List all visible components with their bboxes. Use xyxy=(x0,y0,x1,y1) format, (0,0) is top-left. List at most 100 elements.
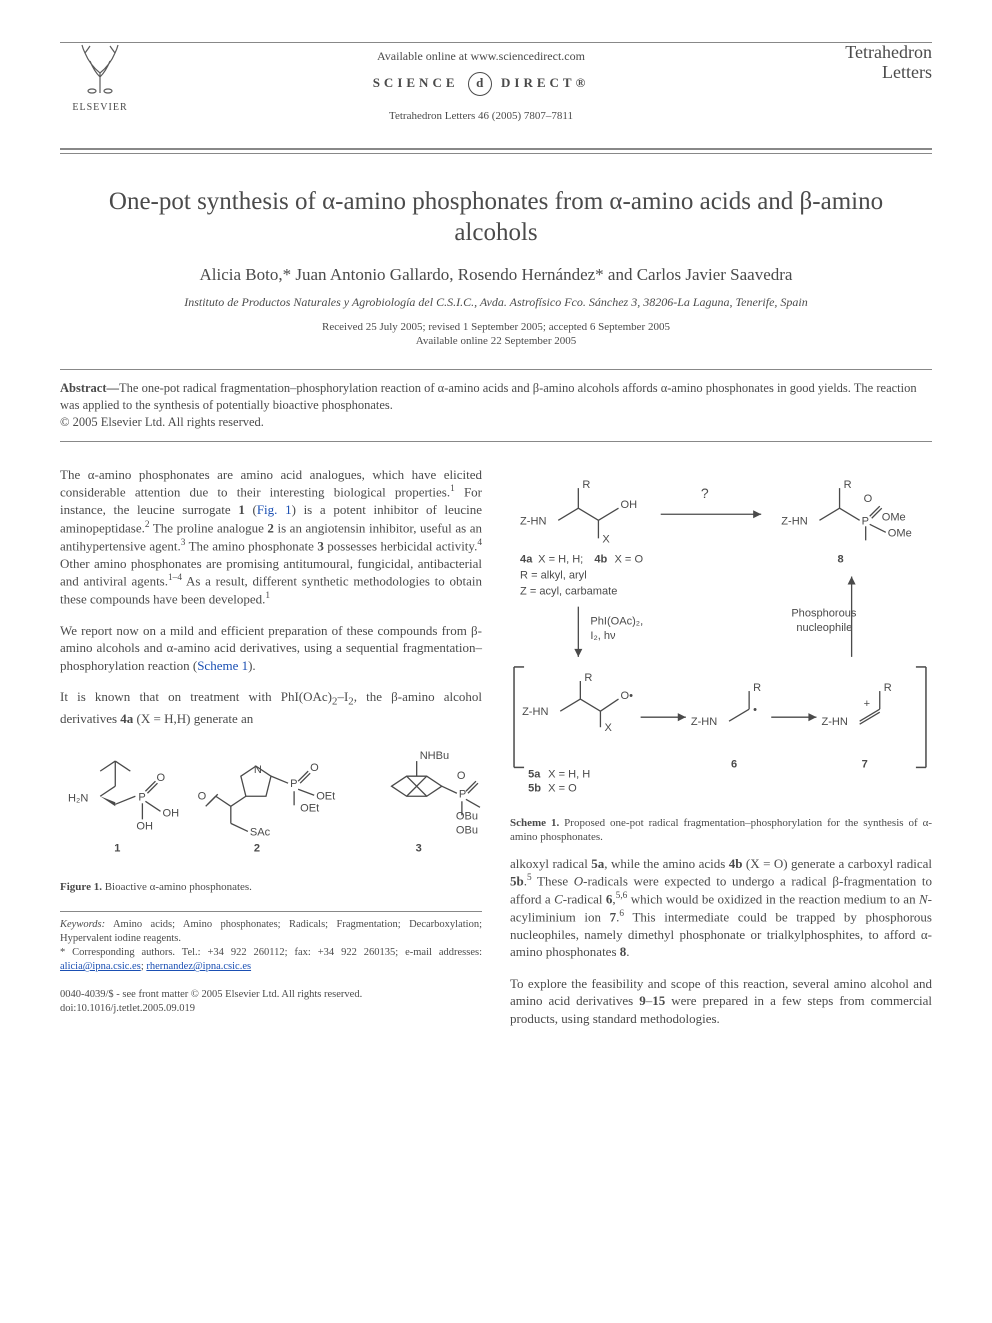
email2[interactable]: rhernandez@ipna.csic.es xyxy=(146,961,251,972)
svg-text:6: 6 xyxy=(731,758,737,770)
svg-text:SAc: SAc xyxy=(250,827,271,839)
svg-text:3: 3 xyxy=(416,843,422,855)
svg-text:+: + xyxy=(864,698,870,710)
svg-text:O: O xyxy=(310,762,319,774)
jt2: Letters xyxy=(882,62,932,82)
svg-text:•: • xyxy=(753,704,757,716)
svg-text:R = alkyl, aryl: R = alkyl, aryl xyxy=(520,569,587,581)
svg-text:R: R xyxy=(584,672,592,684)
body-right-p2: To explore the feasibility and scope of … xyxy=(510,975,932,1028)
svg-text:O: O xyxy=(864,493,873,505)
sciencedirect-logo: SCIENCE d DIRECT® xyxy=(140,72,822,96)
svg-text:O: O xyxy=(457,770,466,782)
svg-text:X: X xyxy=(604,722,612,734)
dates-line2: Available online 22 September 2005 xyxy=(416,335,576,347)
scheme-1: Z-HN R OH X 4a X = H, H; 4b X = O R = alky… xyxy=(510,466,932,845)
fig1-cap-label: Figure 1. xyxy=(60,881,102,893)
body-right-p1: alkoxyl radical 5a, while the amino acid… xyxy=(510,855,932,961)
affiliation: Instituto de Productos Naturales y Agrob… xyxy=(60,295,932,310)
publisher-logo: ELSEVIER xyxy=(60,43,140,113)
page: ELSEVIER Available online at www.science… xyxy=(0,0,992,1071)
svg-text:4a: 4a xyxy=(520,553,533,565)
svg-text:P: P xyxy=(290,778,297,790)
scheme1-link[interactable]: Scheme 1 xyxy=(197,658,248,673)
article-title: One-pot synthesis of α-amino phosphonate… xyxy=(100,186,892,249)
figure-1-caption: Figure 1. Bioactive α-amino phosphonates… xyxy=(60,880,482,894)
svg-text:OEt: OEt xyxy=(300,803,319,815)
rule-double xyxy=(60,148,932,150)
cf2: doi:10.1016/j.tetlet.2005.09.019 xyxy=(60,1003,195,1014)
svg-text:P: P xyxy=(459,788,466,800)
svg-text:4b: 4b xyxy=(594,553,607,565)
header: ELSEVIER Available online at www.science… xyxy=(60,43,932,122)
figure-1-svg: H₂N P O OH OH 1 N xyxy=(60,741,482,872)
svg-text:8: 8 xyxy=(838,553,844,565)
sd-at-icon: d xyxy=(468,72,492,96)
svg-text:OH: OH xyxy=(162,808,179,820)
sch1-cap-label: Scheme 1. xyxy=(510,817,559,829)
rule-below xyxy=(60,153,932,154)
svg-text:OMe: OMe xyxy=(888,527,912,539)
svg-text:O•: O• xyxy=(621,690,634,702)
svg-text:R: R xyxy=(582,479,590,491)
svg-text:O: O xyxy=(198,790,207,802)
sch1-cap-text: Proposed one-pot radical fragmentation–p… xyxy=(510,817,932,843)
svg-text:R: R xyxy=(884,682,892,694)
email1[interactable]: alicia@ipna.csic.es xyxy=(60,961,141,972)
cf1: 0040-4039/$ - see front matter © 2005 El… xyxy=(60,989,362,1000)
two-column-body: The α-amino phosphonates are amino acid … xyxy=(60,466,932,1042)
available-online-text: Available online at www.sciencedirect.co… xyxy=(140,49,822,64)
svg-text:R: R xyxy=(753,682,761,694)
body-p1: The α-amino phosphonates are amino acid … xyxy=(60,466,482,608)
svg-text:OH: OH xyxy=(621,499,638,511)
abstract-copyright: © 2005 Elsevier Ltd. All rights reserved… xyxy=(60,415,264,429)
svg-text:7: 7 xyxy=(862,758,868,770)
body-p2: We report now on a mild and efficient pr… xyxy=(60,622,482,675)
svg-text:OBu: OBu xyxy=(456,825,478,837)
svg-text:X = O: X = O xyxy=(614,553,643,565)
corr-text: * Corresponding authors. Tel.: +34 922 2… xyxy=(60,947,482,958)
header-center: Available online at www.sciencedirect.co… xyxy=(140,43,822,122)
svg-text:5a: 5a xyxy=(528,768,541,780)
rule-abstract-top xyxy=(60,369,932,370)
fig1-link[interactable]: Fig. 1 xyxy=(257,502,292,517)
publisher-name: ELSEVIER xyxy=(60,102,140,113)
svg-text:1: 1 xyxy=(114,843,120,855)
scheme-1-caption: Scheme 1. Proposed one-pot radical fragm… xyxy=(510,816,932,845)
fig1-cap-text: Bioactive α-amino phosphonates. xyxy=(102,881,252,893)
svg-text:O: O xyxy=(156,772,165,784)
svg-text:OH: OH xyxy=(136,821,153,833)
elsevier-tree-icon xyxy=(60,43,140,102)
copyright-footer: 0040-4039/$ - see front matter © 2005 El… xyxy=(60,988,482,1015)
authors: Alicia Boto,* Juan Antonio Gallardo, Ros… xyxy=(60,265,932,285)
dates-line1: Received 25 July 2005; revised 1 Septemb… xyxy=(322,321,670,333)
kw-text: Amino acids; Amino phosphonates; Radical… xyxy=(60,919,482,944)
dates: Received 25 July 2005; revised 1 Septemb… xyxy=(60,320,932,350)
svg-text:P: P xyxy=(862,515,869,527)
journal-info: Tetrahedron Letters 46 (2005) 7807–7811 xyxy=(140,110,822,122)
journal-title: Tetrahedron Letters xyxy=(822,43,932,83)
svg-text:Z-HN: Z-HN xyxy=(821,716,847,728)
svg-text:X: X xyxy=(602,533,610,545)
svg-text:nucleophile: nucleophile xyxy=(796,622,852,634)
svg-text:Z = acyl, carbamate: Z = acyl, carbamate xyxy=(520,585,617,597)
svg-text:OBu: OBu xyxy=(456,811,478,823)
svg-text:X = H, H;: X = H, H; xyxy=(538,553,583,565)
svg-text:I₂, hν: I₂, hν xyxy=(590,630,616,642)
svg-text:P: P xyxy=(138,791,145,803)
svg-text:R: R xyxy=(844,479,852,491)
svg-text:NHBu: NHBu xyxy=(420,750,449,762)
svg-text:OMe: OMe xyxy=(882,511,906,523)
svg-text:2: 2 xyxy=(254,843,260,855)
svg-text:N: N xyxy=(254,764,262,776)
corresponding-line: * Corresponding authors. Tel.: +34 922 2… xyxy=(60,946,482,974)
rule-abstract-bottom xyxy=(60,441,932,442)
footnotes: Keywords: Amino acids; Amino phosphonate… xyxy=(60,911,482,975)
abstract: Abstract—The one-pot radical fragmentati… xyxy=(60,380,932,431)
svg-text:?: ? xyxy=(701,485,709,501)
svg-text:H₂N: H₂N xyxy=(68,793,88,805)
svg-text:X = H, H: X = H, H xyxy=(548,768,590,780)
svg-text:Z-HN: Z-HN xyxy=(691,716,717,728)
figure-1: H₂N P O OH OH 1 N xyxy=(60,741,482,894)
left-column: The α-amino phosphonates are amino acid … xyxy=(60,466,482,1042)
